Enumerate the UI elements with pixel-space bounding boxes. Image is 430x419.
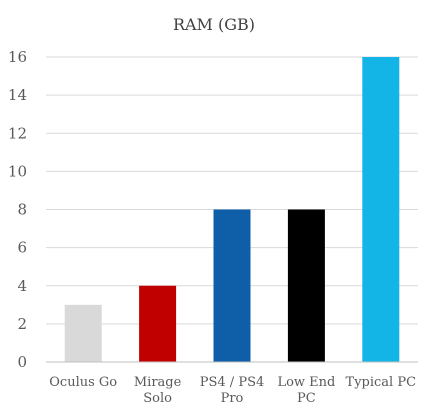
y-tick-label: 16 <box>8 48 27 66</box>
x-category-label: Typical PC <box>346 375 417 390</box>
y-tick-label: 0 <box>17 353 27 371</box>
y-axis-tick-labels: 0 2 4 6 8 10 12 14 16 <box>8 48 27 371</box>
x-category-label: Mirage Solo <box>134 375 182 406</box>
bar <box>139 285 177 362</box>
chart-title: RAM (GB) <box>173 15 255 34</box>
bar <box>362 57 400 362</box>
x-axis-category-labels: Oculus Go Mirage Solo PS4 / PS4 Pro Low End PC… <box>49 375 416 406</box>
y-tick-label: 4 <box>17 277 27 295</box>
y-tick-label: 6 <box>17 239 27 257</box>
bar <box>287 209 325 362</box>
bar <box>213 209 251 362</box>
y-tick-label: 12 <box>8 124 27 142</box>
y-tick-label: 8 <box>17 201 27 219</box>
y-tick-label: 14 <box>8 86 27 104</box>
x-category-label: Oculus Go <box>49 375 117 390</box>
bars <box>64 57 400 362</box>
bar <box>64 304 102 362</box>
x-category-label: PS4 / PS4 Pro <box>200 375 265 406</box>
y-tick-label: 2 <box>17 315 27 333</box>
y-tick-label: 10 <box>8 162 27 180</box>
x-category-label: Low End PC <box>277 375 335 406</box>
